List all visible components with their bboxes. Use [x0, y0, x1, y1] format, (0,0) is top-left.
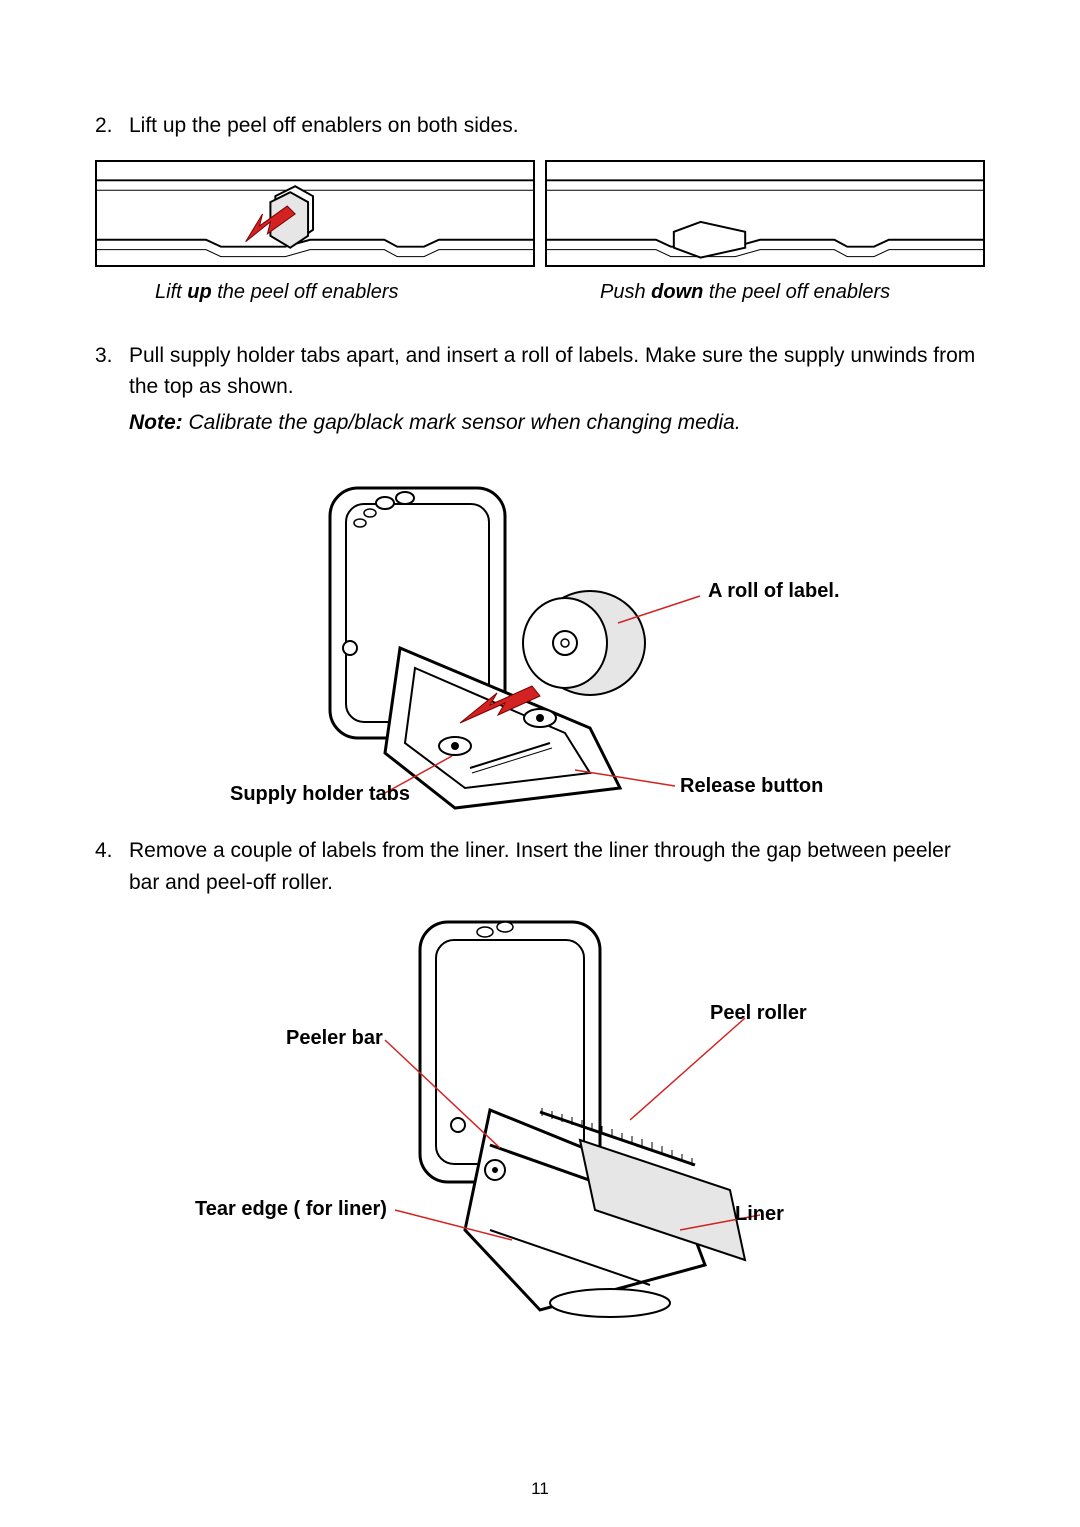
figure-lift-up-panel — [95, 160, 535, 267]
figure-captions: Lift up the peel off enablers Push down … — [95, 281, 985, 304]
step-3: 3. Pull supply holder tabs apart, and in… — [95, 340, 985, 814]
caption-lift-up: Lift up the peel off enablers — [95, 281, 540, 304]
step-text: Lift up the peel off enablers on both si… — [129, 110, 985, 142]
note-label: Note: — [129, 411, 183, 434]
step-2: 2. Lift up the peel off enablers on both… — [95, 110, 985, 304]
figure-insert-roll: A roll of label. Supply holder tabs Rele… — [220, 468, 860, 813]
caption-text: Lift — [155, 281, 187, 303]
callout-liner: Liner — [735, 1203, 784, 1226]
page: 2. Lift up the peel off enablers on both… — [0, 0, 1080, 1527]
step-text: Pull supply holder tabs apart, and inser… — [129, 344, 975, 399]
figure-peel-enablers — [95, 160, 985, 267]
caption-text: the peel off enablers — [212, 281, 399, 303]
caption-bold: down — [651, 281, 703, 303]
callout-supply-holder-tabs: Supply holder tabs — [230, 783, 410, 806]
step-list: 2. Lift up the peel off enablers on both… — [95, 110, 985, 1330]
caption-text: Push — [600, 281, 651, 303]
callout-tear-edge: Tear edge ( for liner) — [195, 1198, 387, 1221]
step-number: 3. — [95, 340, 129, 439]
step-number: 2. — [95, 110, 129, 142]
caption-text: the peel off enablers — [703, 281, 890, 303]
note-text: Calibrate the gap/black mark sensor when… — [183, 411, 741, 434]
callout-peeler-bar: Peeler bar — [286, 1027, 383, 1050]
page-number: 11 — [0, 1479, 1080, 1499]
caption-bold: up — [187, 281, 211, 303]
figure-push-down-panel — [545, 160, 985, 267]
figure-liner-path: Peeler bar Peel roller Tear edge ( for l… — [190, 910, 890, 1330]
step-note: Note: Calibrate the gap/black mark senso… — [129, 407, 985, 439]
caption-push-down: Push down the peel off enablers — [540, 281, 985, 304]
callout-peel-roller: Peel roller — [710, 1002, 807, 1025]
callout-roll-of-label: A roll of label. — [708, 580, 840, 603]
step-text: Remove a couple of labels from the liner… — [129, 835, 985, 898]
callout-release-button: Release button — [680, 775, 823, 798]
step-4: 4. Remove a couple of labels from the li… — [95, 835, 985, 1330]
step-number: 4. — [95, 835, 129, 898]
